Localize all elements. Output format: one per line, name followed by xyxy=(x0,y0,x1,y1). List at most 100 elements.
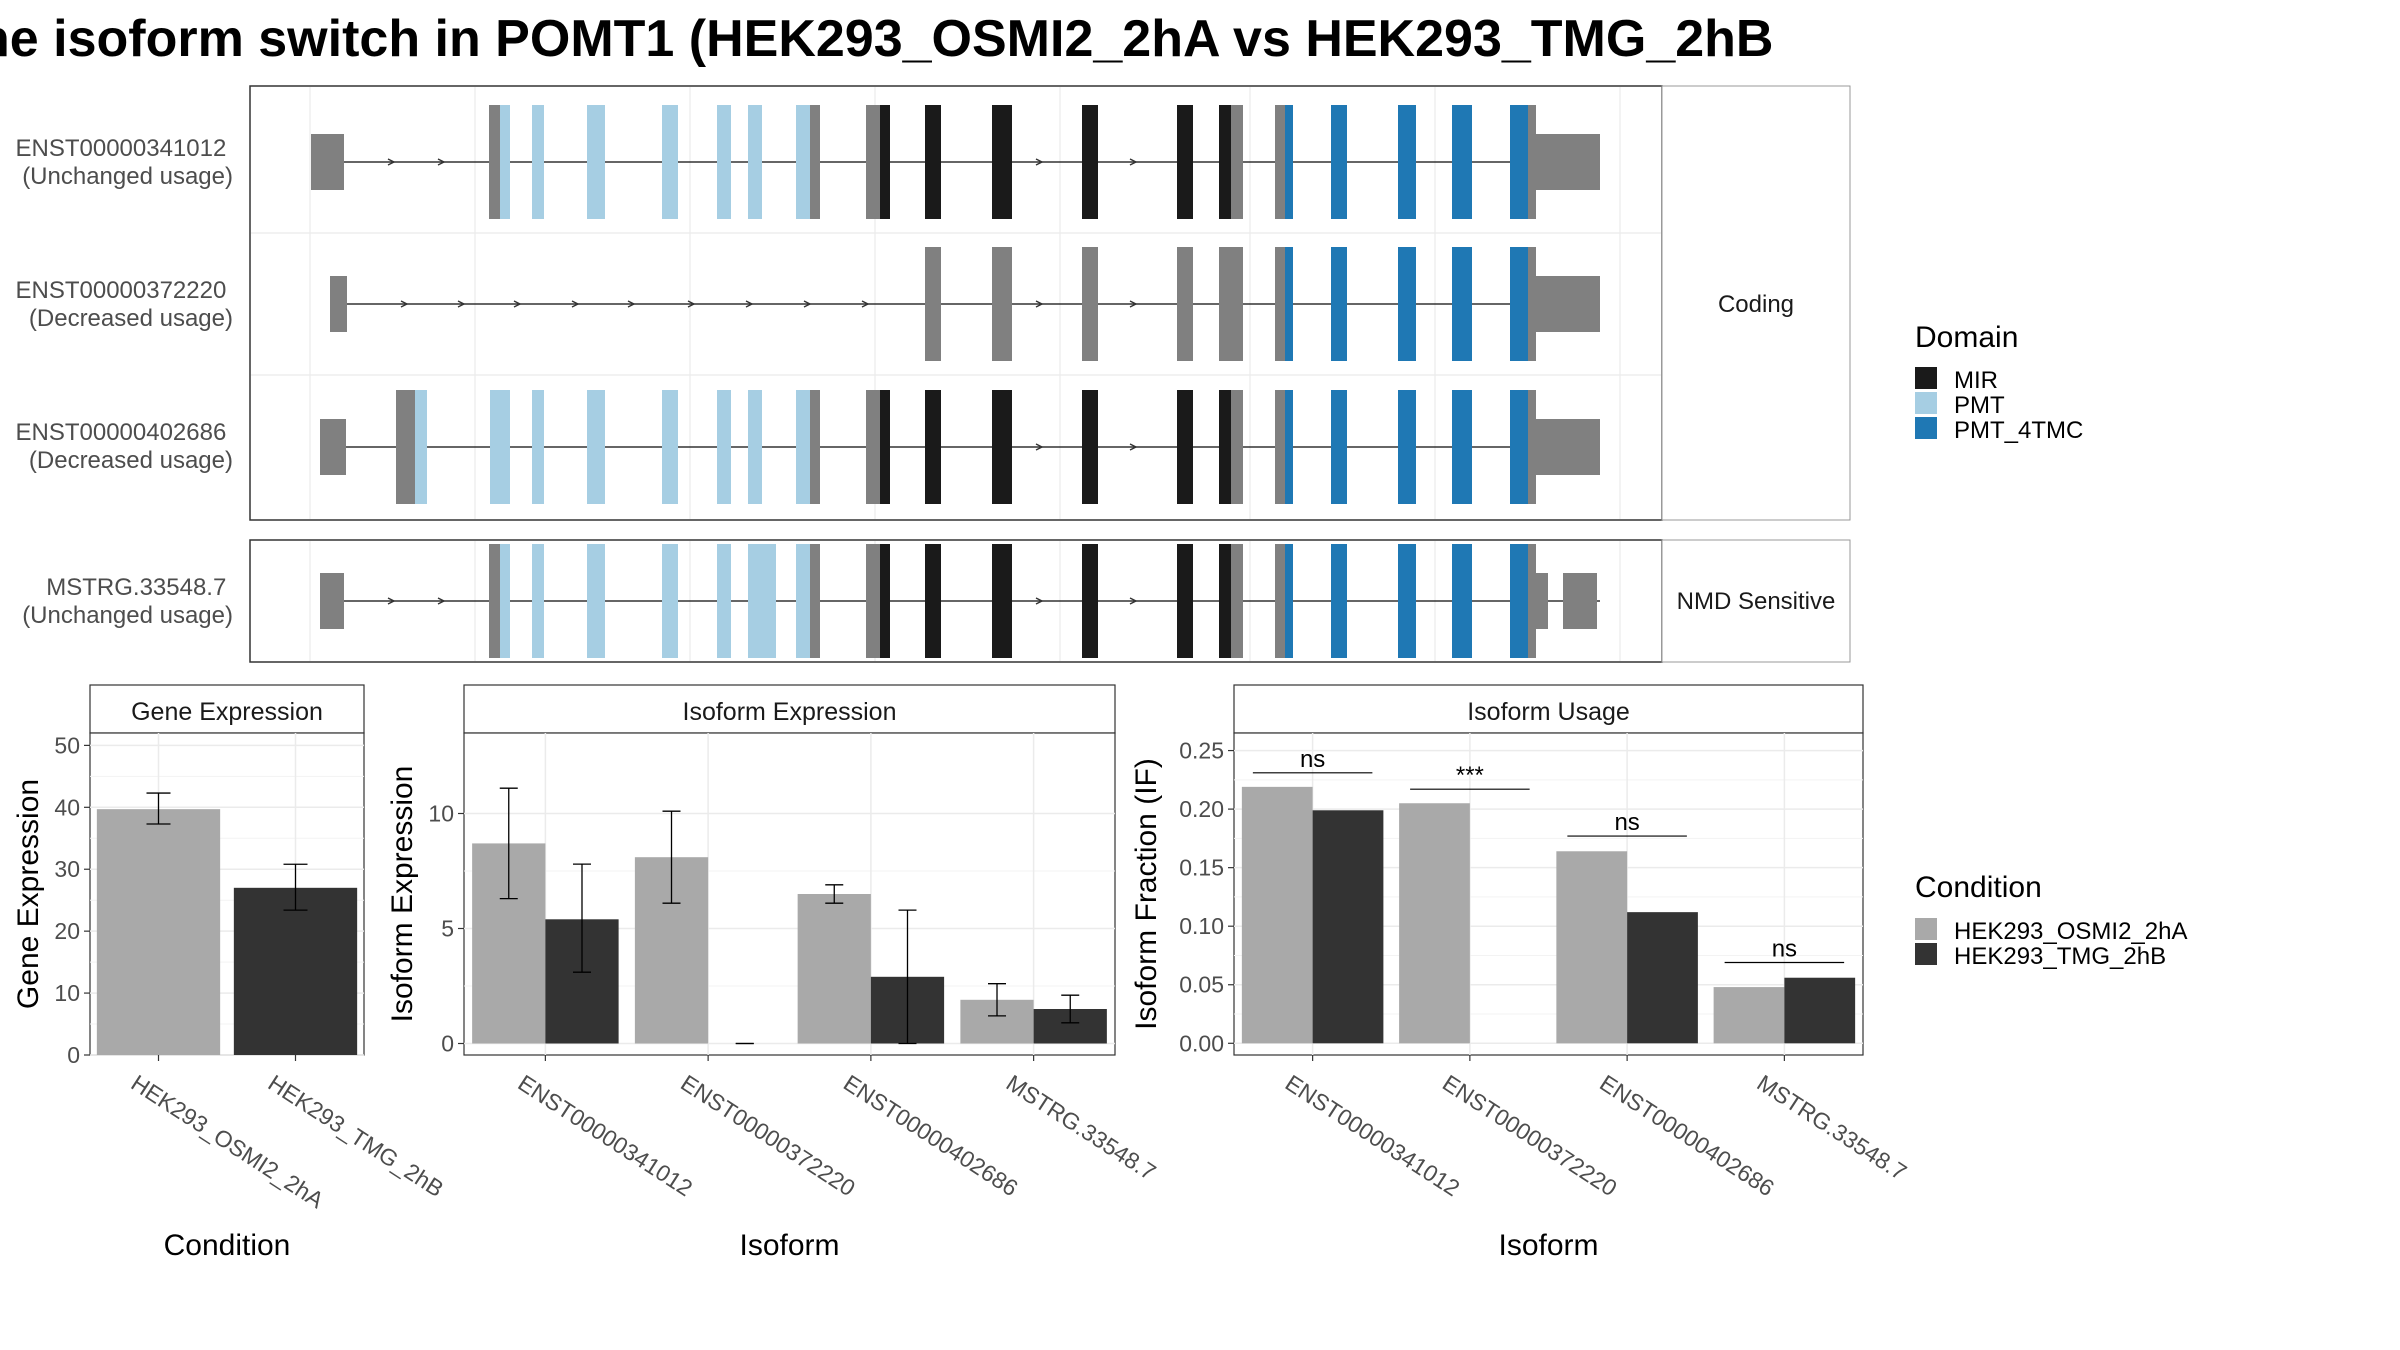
significance-label: *** xyxy=(1456,762,1484,789)
intron-arrow xyxy=(571,300,580,308)
transcript-track xyxy=(311,105,1600,219)
exon-block xyxy=(1275,544,1285,658)
domain-legend-title: Domain xyxy=(1915,321,2018,354)
exon-block xyxy=(1331,544,1347,658)
exon-block xyxy=(810,390,820,504)
exon-block xyxy=(1231,390,1243,504)
intron-arrow xyxy=(687,300,696,308)
panel-strip xyxy=(1233,684,1864,734)
y-tick-label: 5 xyxy=(441,916,454,942)
exon-block xyxy=(1331,390,1347,504)
utr-block xyxy=(1536,276,1600,332)
intron-arrow xyxy=(1035,443,1044,451)
exon-block xyxy=(1275,105,1285,219)
exon-block xyxy=(1082,544,1098,658)
transcript-label-2: ENST00000372220 (Decreased usage) xyxy=(15,277,233,332)
exon-block xyxy=(1177,247,1193,361)
intron-arrow xyxy=(457,300,466,308)
x-tick-label: ENST00000372220 xyxy=(1438,1069,1622,1201)
legend-key-pmt-4tmc xyxy=(1915,417,1937,439)
exon-block xyxy=(748,544,776,658)
transcript-track xyxy=(320,544,1600,658)
exon-block xyxy=(500,105,510,219)
intron-arrow xyxy=(387,158,396,166)
intron-arrow xyxy=(1129,443,1138,451)
exon-block xyxy=(1177,544,1193,658)
y-tick-label: 0.10 xyxy=(1179,913,1224,939)
x-tick-label: MSTRG.33548.7 xyxy=(1753,1069,1912,1185)
exon-block xyxy=(992,270,1004,338)
transcript-id: MSTRG.33548.7 xyxy=(46,574,226,601)
exon-block xyxy=(1528,390,1536,504)
exon-block xyxy=(1219,105,1231,219)
exon-block xyxy=(587,544,605,658)
y-tick-label: 20 xyxy=(54,918,80,944)
x-tick-label: ENST00000402686 xyxy=(839,1069,1023,1201)
exon-block xyxy=(532,390,544,504)
legend-label-mir: MIR xyxy=(1954,367,1998,394)
condition-legend-title: Condition xyxy=(1915,871,2042,904)
intron-arrow xyxy=(437,597,446,605)
y-tick-label: 0 xyxy=(441,1031,454,1057)
exon-block xyxy=(1528,247,1536,361)
exon-block xyxy=(925,390,941,504)
exon-block xyxy=(1398,105,1416,219)
exon-block xyxy=(1331,247,1347,361)
bar xyxy=(1627,912,1698,1044)
x-axis-title: Isoform xyxy=(739,1229,839,1262)
exon-block xyxy=(1275,390,1285,504)
transcript-label-3: ENST00000402686 (Decreased usage) xyxy=(15,419,233,474)
exon-block xyxy=(1510,105,1528,219)
exon-block xyxy=(880,390,890,504)
exon-block xyxy=(992,105,1012,219)
exon-block xyxy=(662,544,678,658)
transcript-label-4: MSTRG.33548.7 (Unchanged usage) xyxy=(22,574,233,629)
exon-block xyxy=(1219,390,1231,504)
exon-block xyxy=(490,390,510,504)
significance-label: ns xyxy=(1300,746,1325,773)
exon-block xyxy=(1510,247,1528,361)
exon-block xyxy=(489,544,500,658)
significance-label: ns xyxy=(1614,809,1639,836)
exon-block xyxy=(748,105,762,219)
exon-block xyxy=(810,105,820,219)
x-axis-title: Isoform xyxy=(1498,1229,1598,1262)
exon-block xyxy=(1219,544,1231,658)
exon-block xyxy=(1331,105,1347,219)
exon-block xyxy=(1177,105,1193,219)
coding-strip-label: Coding xyxy=(1718,291,1794,318)
intron-arrow xyxy=(627,300,636,308)
exon-block xyxy=(1275,247,1285,361)
transcript-usage: (Decreased usage) xyxy=(29,447,233,474)
legend-label-cond2: HEK293_TMG_2hB xyxy=(1954,943,2166,970)
transcript-id: ENST00000372220 xyxy=(15,277,226,304)
x-tick-label: ENST00000341012 xyxy=(514,1069,698,1201)
exon-block xyxy=(405,390,415,504)
legend-key-cond2 xyxy=(1915,943,1937,965)
bar xyxy=(1312,810,1384,1044)
exon-block xyxy=(1528,105,1536,219)
exon-block xyxy=(880,105,890,219)
exon-block xyxy=(532,544,544,658)
x-tick-label: ENST00000402686 xyxy=(1595,1069,1779,1201)
transcript-id: ENST00000402686 xyxy=(15,419,226,446)
exon-block xyxy=(1285,247,1293,361)
exon-block xyxy=(1285,544,1293,658)
utr-block xyxy=(320,573,344,629)
y-tick-label: 50 xyxy=(54,732,80,758)
intron-arrow xyxy=(861,300,870,308)
bar xyxy=(1556,851,1628,1044)
legend-label-cond1: HEK293_OSMI2_2hA xyxy=(1954,918,2187,945)
intron-arrow xyxy=(1035,158,1044,166)
bar xyxy=(1784,977,1856,1044)
transcript-track xyxy=(320,390,1600,504)
exon-block xyxy=(1452,247,1472,361)
utr-block xyxy=(311,134,344,190)
exon-block xyxy=(1510,390,1528,504)
exon-block xyxy=(1510,544,1528,658)
bar xyxy=(1399,803,1470,1044)
exon-block xyxy=(1082,105,1098,219)
exon-block xyxy=(925,247,941,361)
x-tick-label: ENST00000372220 xyxy=(676,1069,860,1201)
